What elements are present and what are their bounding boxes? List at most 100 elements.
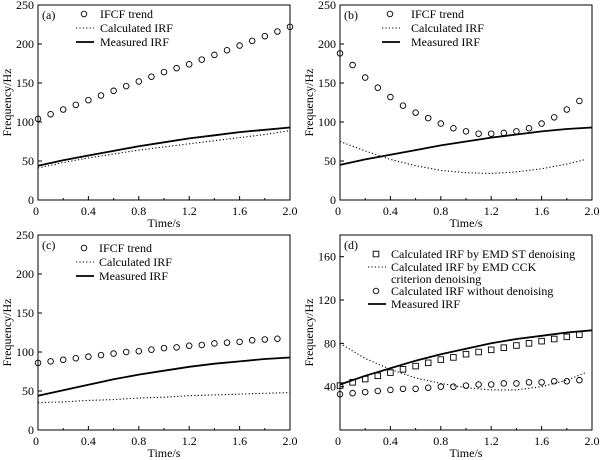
data-point [122,82,130,90]
data-point [487,130,495,137]
x-tick-label: 0 [33,204,39,218]
data-point [462,350,470,358]
data-point [399,385,407,393]
series-solid [37,126,291,167]
data-point [223,46,231,54]
series-line [339,126,593,166]
series-dotted [37,130,291,169]
data-point [538,379,545,386]
y-tick-label: 50 [22,384,34,398]
data-point [261,336,269,343]
data-point [47,110,54,118]
data-point [361,74,369,81]
data-point [399,366,407,373]
legend-label: Calculated IRF by EMD ST denoising [391,247,575,261]
data-point [198,56,206,63]
data-point [563,106,571,113]
y-tick-label: 40 [324,380,336,394]
data-point [387,93,394,101]
x-tick-label: 2.0 [585,204,600,218]
data-point [85,96,92,104]
data-point [450,383,457,390]
y-axis-label: Frequency/Hz [302,299,316,367]
data-point [72,101,80,109]
data-point [424,114,432,122]
y-tick-label: 50 [324,154,336,168]
series-line [37,126,291,167]
data-point [34,359,42,367]
data-point [160,344,168,352]
data-point [475,348,482,356]
data-point [59,106,67,113]
panel-tag: (b) [344,8,358,22]
legend-label: Measured IRF [391,297,460,311]
panel-tag: (c) [42,238,55,252]
series-circles [34,23,294,123]
series-line [37,130,291,169]
data-point [500,344,508,351]
data-point [248,337,256,344]
legend-label: criterion denoising [391,272,481,286]
x-tick-label: 1.2 [484,204,499,218]
data-point [450,124,457,132]
data-point [500,380,508,387]
data-point [211,51,218,59]
data-point [437,120,445,127]
x-tick-label: 1.6 [232,204,247,218]
y-axis-label: Frequency/Hz [302,69,316,137]
y-tick-label: 100 [16,115,34,129]
x-tick-label: 0 [335,204,341,218]
series-dotted [339,342,586,391]
legend-label: IFCF trend [100,7,153,21]
data-point [336,382,344,389]
data-point [412,109,419,116]
data-point [97,351,105,359]
legend-label: Measured IRF [411,35,480,49]
series-circles [336,376,583,398]
series-line [37,392,291,404]
legend-label: Calculated IRF by EMD CCK [391,260,537,274]
x-axis-label: Time/s [148,446,181,460]
x-tick-label: 1.2 [182,204,197,218]
data-point [437,356,445,363]
data-point [110,350,117,357]
data-point [173,64,180,72]
data-point [59,356,67,364]
data-point [110,87,117,95]
y-tick-label: 50 [22,154,34,168]
y-tick-label: 200 [318,37,336,51]
series-line [339,342,586,391]
data-point [374,372,382,380]
y-axis-label: Frequency/Hz [0,299,14,367]
x-tick-label: 0.8 [131,204,146,218]
data-point [173,344,180,351]
data-point [412,385,419,393]
data-point [475,381,482,388]
legend-marker [372,250,380,258]
y-axis-label: Frequency/Hz [0,69,14,137]
data-point [85,353,92,360]
data-point [538,337,545,345]
panel-tag: (a) [42,8,55,22]
data-point [34,115,42,123]
data-point [576,331,583,338]
legend-label: Measured IRF [99,269,168,283]
x-tick-label: 0 [335,434,341,448]
data-point [437,383,445,390]
chart-panel-2: 0.4 0.8 1.2 1.6 2.0 00 50 100 150 200 250 Time/s Fre… [302,0,600,230]
data-point [198,341,206,349]
y-tick-label: 160 [318,250,336,264]
x-tick-label: 0.8 [433,434,448,448]
data-point [261,32,269,40]
data-point [286,23,294,31]
data-point [550,378,558,385]
data-point [72,354,80,362]
data-point [538,120,545,127]
data-point [135,347,143,355]
data-point [500,129,508,137]
data-point [336,391,344,398]
y-tick-label: 0 [28,423,34,437]
